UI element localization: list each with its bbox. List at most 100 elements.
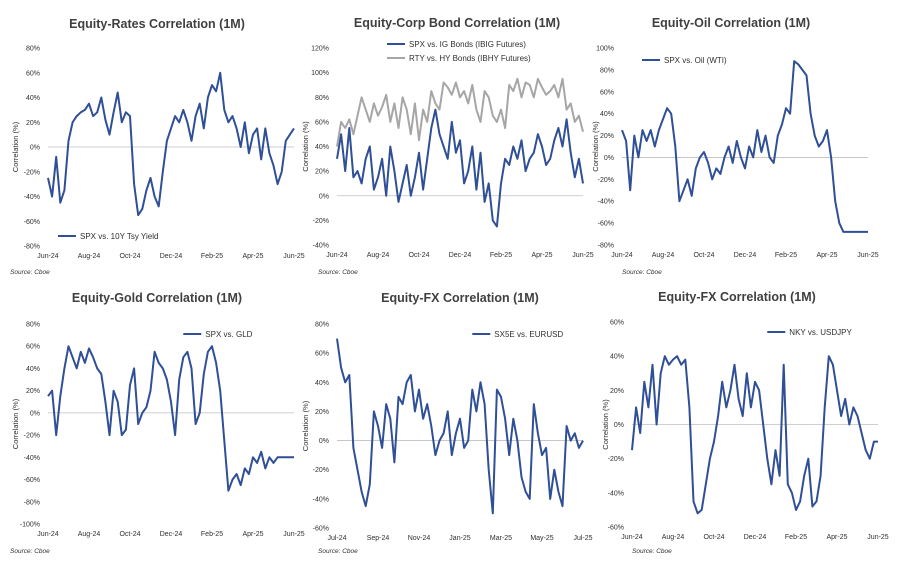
- legend: NKY vs. USDJPY: [767, 328, 852, 337]
- x-tick-label: Feb-25: [775, 252, 797, 259]
- legend: SPX vs. 10Y Tsy Yield: [58, 232, 158, 241]
- y-tick-label: 20%: [315, 409, 329, 416]
- y-tick-label: 40%: [26, 95, 40, 102]
- x-tick-label: Sep-24: [367, 535, 390, 542]
- x-tick-label: Jun-24: [611, 252, 633, 259]
- chart-title: Equity-Rates Correlation (1M): [69, 17, 245, 31]
- y-tick-label: 60%: [610, 320, 624, 327]
- y-tick-label: 20%: [26, 120, 40, 127]
- x-tick-label: Dec-24: [160, 253, 183, 260]
- y-tick-label: -40%: [313, 243, 329, 250]
- y-axis-label: Correlation (%): [301, 400, 310, 451]
- x-tick-label: Jun-24: [621, 534, 643, 541]
- x-tick-label: Oct-24: [693, 252, 714, 259]
- x-tick-label: Oct-24: [408, 252, 429, 259]
- x-tick-label: Aug-24: [78, 253, 101, 260]
- y-axis-label: Correlation (%): [301, 121, 310, 172]
- x-tick-label: Jun-24: [37, 531, 59, 538]
- legend-label: SPX vs. Oil (WTI): [664, 56, 727, 65]
- legend: SPX vs. Oil (WTI): [642, 56, 727, 65]
- legend: SPX vs. GLD: [183, 330, 253, 339]
- y-tick-label: -40%: [24, 455, 40, 462]
- x-tick-label: Jun-25: [867, 534, 889, 541]
- y-tick-label: -60%: [608, 525, 624, 532]
- y-tick-label: 20%: [600, 133, 614, 140]
- y-axis-label: Correlation (%): [601, 399, 610, 450]
- series-line-1: [631, 355, 878, 515]
- chart-title: Equity-Gold Correlation (1M): [72, 291, 242, 305]
- x-tick-label: Jun-25: [572, 252, 594, 259]
- x-tick-label: Jul-24: [327, 535, 346, 542]
- source-note: Source: Cboe: [318, 548, 358, 555]
- y-tick-label: 80%: [315, 322, 329, 329]
- y-tick-label: 0%: [30, 410, 40, 417]
- x-tick-label: Aug-24: [662, 534, 685, 541]
- series-line-1: [47, 345, 294, 492]
- y-tick-label: 20%: [26, 388, 40, 395]
- x-tick-label: Dec-24: [449, 252, 472, 259]
- y-tick-label: -60%: [598, 221, 614, 228]
- x-tick-label: Aug-24: [78, 531, 101, 538]
- y-tick-label: -20%: [24, 169, 40, 176]
- x-tick-label: Jan-25: [449, 535, 471, 542]
- y-tick-label: -80%: [24, 244, 40, 251]
- x-tick-label: Jun-24: [326, 252, 348, 259]
- chart-title: Equity-FX Correlation (1M): [381, 291, 539, 305]
- x-tick-label: Feb-25: [201, 531, 223, 538]
- chart-equity-gold: Equity-Gold Correlation (1M) -100% -80% -60…: [10, 291, 305, 555]
- y-tick-label: -80%: [598, 243, 614, 250]
- x-tick-label: Nov-24: [408, 535, 431, 542]
- y-tick-label: -20%: [608, 456, 624, 463]
- y-tick-label: -20%: [313, 218, 329, 225]
- x-tick-label: Jun-24: [37, 253, 59, 260]
- y-tick-label: 60%: [26, 344, 40, 351]
- y-tick-label: 40%: [610, 354, 624, 361]
- y-tick-label: -60%: [24, 477, 40, 484]
- y-tick-label: -100%: [20, 522, 40, 529]
- y-tick-label: 80%: [26, 46, 40, 53]
- y-tick-label: 80%: [600, 67, 614, 74]
- y-tick-label: 40%: [315, 144, 329, 151]
- x-tick-label: Oct-24: [703, 534, 724, 541]
- y-tick-label: -80%: [24, 499, 40, 506]
- chart-equity-corp-bond: Equity-Corp Bond Correlation (1M) -40% -20…: [301, 16, 594, 276]
- x-tick-label: Apr-25: [242, 253, 263, 260]
- legend: SX5E vs. EURUSD: [472, 330, 563, 339]
- x-tick-label: Jul-25: [573, 535, 592, 542]
- y-tick-label: -20%: [598, 177, 614, 184]
- y-tick-label: 40%: [315, 380, 329, 387]
- y-tick-label: -40%: [598, 199, 614, 206]
- y-tick-label: 60%: [315, 119, 329, 126]
- y-tick-label: 100%: [311, 70, 329, 77]
- chart-title: Equity-Corp Bond Correlation (1M): [354, 16, 560, 30]
- x-tick-label: Aug-24: [367, 252, 390, 259]
- y-tick-label: 80%: [315, 95, 329, 102]
- x-tick-label: Apr-25: [816, 252, 837, 259]
- chart-equity-rates: Equity-Rates Correlation (1M) -80% -60% -40…: [10, 17, 305, 276]
- legend-label: RTY vs. HY Bonds (IBHY Futures): [409, 54, 531, 63]
- x-tick-label: May-25: [530, 535, 553, 542]
- y-tick-label: 0%: [604, 155, 614, 162]
- legend-label: SX5E vs. EURUSD: [494, 330, 563, 339]
- y-tick-label: -40%: [24, 194, 40, 201]
- y-axis-label: Correlation (%): [591, 121, 600, 172]
- x-tick-label: Dec-24: [160, 531, 183, 538]
- source-note: Source: Cboe: [318, 269, 358, 276]
- x-tick-label: Oct-24: [119, 253, 140, 260]
- series-line-1: [47, 71, 295, 217]
- x-tick-label: Apr-25: [531, 252, 552, 259]
- x-tick-label: Jun-25: [283, 531, 305, 538]
- y-tick-label: 0%: [30, 145, 40, 152]
- chart-equity-fx-eur: Equity-FX Correlation (1M) -60% -40% -20% 0%…: [301, 291, 593, 555]
- y-tick-label: 60%: [26, 70, 40, 77]
- source-note: Source: Cboe: [10, 269, 50, 276]
- chart-equity-fx-jpy: Equity-FX Correlation (1M) -60% -40% -20% 0%…: [601, 290, 889, 555]
- y-tick-label: 40%: [600, 111, 614, 118]
- y-tick-label: -40%: [313, 496, 329, 503]
- x-tick-label: Feb-25: [490, 252, 512, 259]
- y-tick-label: 60%: [315, 351, 329, 358]
- y-tick-label: 0%: [614, 422, 624, 429]
- y-tick-label: -20%: [24, 433, 40, 440]
